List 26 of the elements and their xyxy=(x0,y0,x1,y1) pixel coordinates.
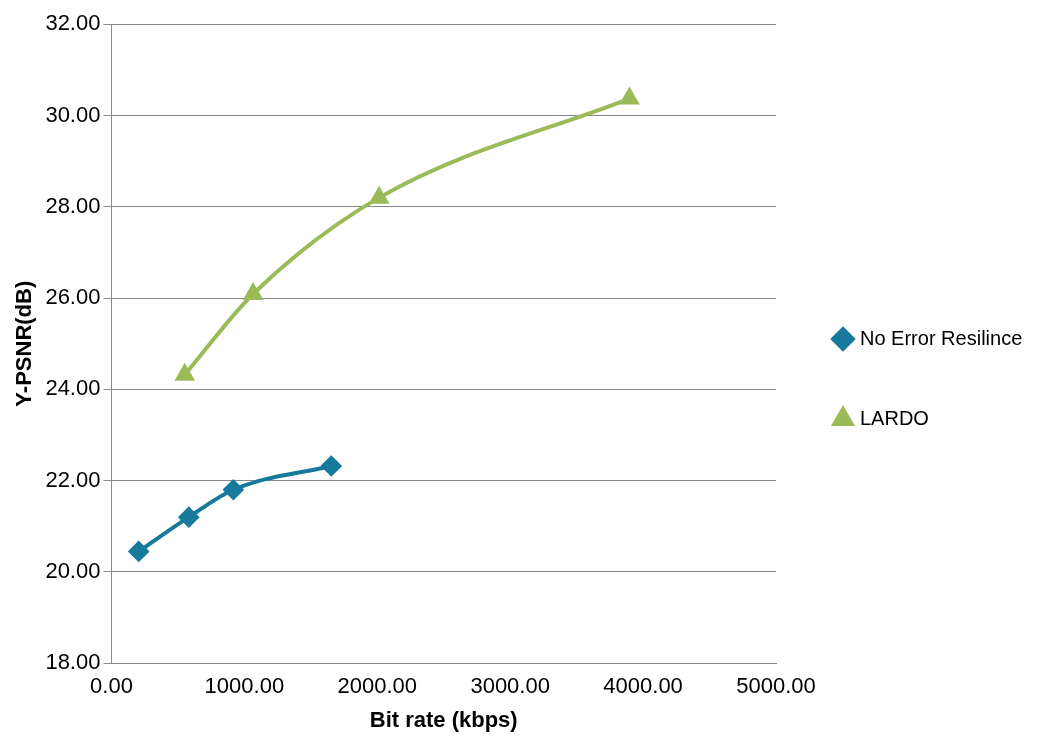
y-tick-label: 28.00 xyxy=(45,192,101,218)
y-tick-label: 22.00 xyxy=(45,466,101,492)
point xyxy=(321,456,342,477)
point xyxy=(244,283,263,300)
y-tick-label: 24.00 xyxy=(45,375,101,401)
point xyxy=(128,541,149,562)
y-tick-label: 30.00 xyxy=(45,101,101,127)
x-tick-label: 2000.00 xyxy=(337,673,418,699)
legend-label: LARDO xyxy=(860,406,929,429)
point xyxy=(223,479,244,500)
x-tick-label: 1000.00 xyxy=(204,673,285,699)
x-tick-label: 4000.00 xyxy=(603,673,683,699)
x-tick-label: 0.00 xyxy=(90,673,133,699)
y-tick-label: 18.00 xyxy=(45,649,101,675)
point xyxy=(174,362,195,381)
point xyxy=(619,86,640,105)
y-tick-label: 26.00 xyxy=(45,284,101,310)
x-tick-label: 5000.00 xyxy=(736,673,816,699)
y-axis-title: Y-PSNR(dB) xyxy=(11,280,37,407)
y-tick-label: 20.00 xyxy=(45,557,101,583)
legend-label: No Error Resilince xyxy=(860,326,1023,349)
x-axis-title: Bit rate (kbps) xyxy=(369,706,518,732)
y-tick-label: 32.00 xyxy=(45,10,101,36)
x-tick-label: 3000.00 xyxy=(470,673,550,699)
point xyxy=(370,185,390,204)
point xyxy=(178,507,199,528)
